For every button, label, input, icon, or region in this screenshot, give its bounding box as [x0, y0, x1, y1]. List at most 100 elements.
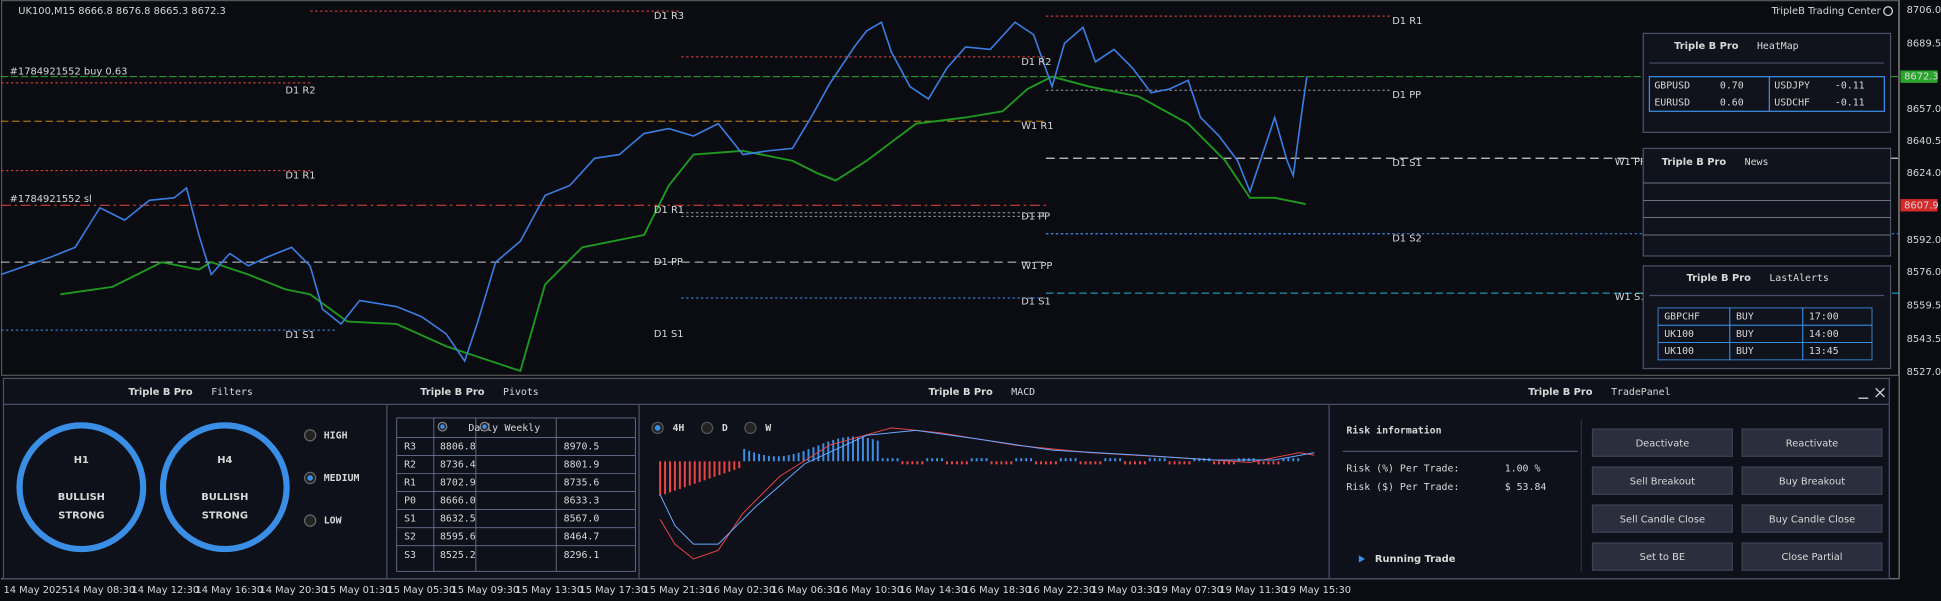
button-label[interactable]: Set to BE [1640, 552, 1685, 563]
table-frame [1648, 76, 1885, 112]
pivot-value: 8806.8 [440, 441, 476, 452]
time-label: 14 May 08:30 [67, 585, 135, 596]
button[interactable] [1741, 466, 1883, 495]
panel [1642, 265, 1892, 370]
running-trade[interactable]: Running Trade [1375, 554, 1456, 565]
gauge-ring [16, 422, 147, 553]
time-label: 16 May 22:30 [1027, 585, 1095, 596]
button-label[interactable]: Sell Breakout [1630, 476, 1695, 487]
panel-title: Filters [211, 387, 253, 398]
current-price: 8672.3 [1904, 72, 1939, 83]
heatmap-cell: USDCHF [1774, 98, 1810, 109]
panel-title: MACD [1011, 387, 1035, 398]
close-button[interactable] [1875, 387, 1885, 398]
pivot-name: S3 [404, 550, 416, 561]
order-label: #1784921552 buy 0.63 [10, 67, 128, 78]
alert-cell-text: GBPCHF [1664, 312, 1700, 323]
time-label: 15 May 05:30 [387, 585, 455, 596]
pivot-value: 8464.7 [564, 532, 600, 543]
gauge-strength: STRONG [202, 511, 248, 522]
panel-brand: Triple B Pro [128, 387, 193, 398]
panel-brand: Triple B Pro [1528, 387, 1593, 398]
alert-cell-text: UK100 [1664, 346, 1694, 357]
time-label: 15 May 17:30 [579, 585, 647, 596]
pivot-value: 8525.2 [440, 550, 476, 561]
level-label: W1 R1 [1021, 121, 1053, 132]
panel-brand: Triple B Pro [928, 387, 993, 398]
panel-brand: Triple B Pro [1674, 41, 1739, 52]
panel-brand: Triple B Pro [1687, 273, 1752, 284]
time-label: 16 May 06:30 [771, 585, 839, 596]
filter-level: HIGH [324, 430, 348, 441]
price-label: 8543.5 [1907, 334, 1941, 345]
level-label: D1 S1 [1392, 158, 1422, 169]
brand-icon [1883, 6, 1894, 17]
button[interactable] [1591, 466, 1733, 495]
pivot-name: P0 [404, 496, 416, 507]
time-label: 15 May 21:30 [643, 585, 711, 596]
pivot-value: 8970.5 [564, 441, 600, 452]
button[interactable] [1741, 504, 1883, 533]
pivot-value: 8595.6 [440, 532, 476, 543]
macd-timeframe: W [765, 423, 771, 434]
button-label[interactable]: Deactivate [1636, 438, 1690, 449]
level-label: D1 S1 [654, 329, 684, 340]
alert-cell-text: UK100 [1664, 329, 1694, 340]
alert-cell-text: 17:00 [1809, 312, 1839, 323]
pivot-value: 8801.9 [564, 459, 600, 470]
filter-level: MEDIUM [324, 473, 360, 484]
button[interactable] [1591, 428, 1733, 457]
level-label: D1 S2 [1392, 234, 1422, 245]
gauge-state: BULLISH [58, 492, 105, 503]
macd-line [659, 427, 1315, 560]
panel [2, 377, 1890, 580]
alert-cell-text: BUY [1736, 346, 1754, 357]
heatmap-cell: EURUSD [1654, 98, 1690, 109]
level-label: D1 R3 [654, 11, 684, 22]
button[interactable] [1591, 542, 1733, 571]
radio[interactable] [744, 421, 757, 435]
time-label: 16 May 02:30 [707, 585, 775, 596]
radio-dot [307, 475, 313, 481]
price-label: 8706.0 [1907, 5, 1941, 16]
alert-cell-text: BUY [1736, 312, 1754, 323]
radio[interactable] [303, 514, 317, 527]
time-label: 15 May 09:30 [451, 585, 519, 596]
button[interactable] [1741, 428, 1883, 457]
level-label: D1 R1 [1392, 16, 1422, 27]
pivot-value: 8633.3 [564, 496, 600, 507]
level-label: W1 PP [1615, 157, 1646, 168]
order-label: #1784921552 sl [10, 194, 92, 205]
level-label: D1 PP [1392, 90, 1421, 101]
time-label: 19 May 03:30 [1091, 585, 1159, 596]
price-label: 8592.0 [1907, 235, 1941, 246]
ui: UK100,M15 8666.8 8676.8 8665.3 8672.3 Tri… [2, 5, 1941, 596]
level-label: D1 R2 [285, 85, 315, 96]
alert-cell [1802, 342, 1873, 361]
price-label: 8624.0 [1907, 168, 1941, 179]
time-label: 16 May 14:30 [899, 585, 967, 596]
panel [1642, 32, 1892, 133]
radio[interactable] [303, 429, 317, 442]
radio[interactable] [700, 421, 714, 435]
button-label[interactable]: Sell Candle Close [1620, 514, 1705, 525]
time-label: 19 May 15:30 [1283, 585, 1351, 596]
pivot-table [396, 417, 636, 572]
button[interactable] [1741, 542, 1883, 571]
pivot-header: Weekly [504, 423, 540, 434]
pivot-name: S1 [404, 514, 416, 525]
brand: TripleB Trading Center [1771, 6, 1882, 17]
gauge-timeframe: H1 [74, 455, 89, 466]
button[interactable] [1591, 504, 1733, 533]
window-controls [1858, 387, 1885, 399]
button-label[interactable]: Reactivate [1786, 438, 1838, 449]
button-label[interactable]: Close Partial [1781, 552, 1842, 563]
gauge-timeframe: H4 [217, 455, 232, 466]
price-label: 8559.5 [1907, 300, 1941, 311]
button-label[interactable]: Buy Breakout [1779, 476, 1845, 487]
button-label[interactable]: Buy Candle Close [1769, 514, 1855, 525]
level-label: D1 PP [654, 257, 683, 268]
level-label: D1 PP [1021, 211, 1050, 222]
